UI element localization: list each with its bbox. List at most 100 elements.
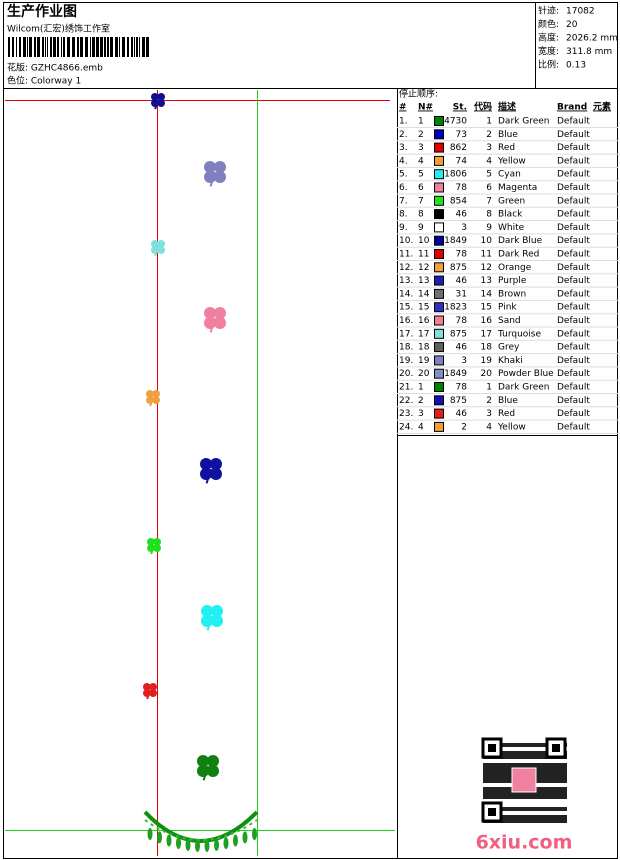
qr-cell [539, 779, 543, 783]
qr-cell [507, 755, 511, 759]
qr-cell [519, 755, 523, 759]
code: 12 [481, 263, 492, 273]
qr-cell [547, 767, 551, 771]
needle: 20 [418, 369, 430, 379]
qr-cell [499, 763, 503, 767]
clover-stem [209, 171, 216, 187]
qr-cell [543, 763, 547, 767]
qr-cell [495, 771, 499, 775]
qr-cell [539, 791, 543, 795]
bar-stripe [127, 37, 129, 57]
qr-cell [507, 767, 511, 771]
description: Black [498, 210, 523, 220]
code: 3 [486, 409, 492, 419]
stitches: 46 [456, 343, 468, 353]
qr-cell [515, 791, 519, 795]
stitches: 1849 [444, 236, 467, 246]
description: Green [498, 196, 525, 206]
qr-cell [559, 787, 563, 791]
column-header: St. [453, 103, 467, 113]
qr-cell [543, 791, 547, 795]
stitches: 78 [456, 383, 468, 393]
qr-cell [527, 815, 531, 819]
stitches: 1806 [444, 170, 467, 180]
garland-bead [233, 834, 238, 847]
stitches: 854 [450, 196, 467, 206]
qr-cell [539, 807, 543, 811]
qr-cell [539, 763, 543, 767]
stitches: 3 [461, 223, 467, 233]
brand: Default [557, 316, 590, 326]
qr-cell [535, 807, 539, 811]
stitches: 74 [456, 156, 468, 166]
code: 13 [481, 276, 492, 286]
qr-cell [547, 795, 551, 799]
description: Dark Blue [498, 236, 543, 246]
qr-cell [503, 771, 507, 775]
bar-stripe [104, 37, 106, 57]
qr-cell [519, 751, 523, 755]
qr-cell [515, 751, 519, 755]
stitches: 78 [456, 250, 468, 260]
qr-cell [535, 763, 539, 767]
clover-leaf [143, 683, 151, 691]
qr-cell [547, 807, 551, 811]
code: 6 [486, 183, 492, 193]
code: 2 [486, 130, 492, 140]
qr-cell [551, 779, 555, 783]
qr-cell [487, 767, 491, 771]
clover-leaf [204, 307, 217, 320]
description: Magenta [498, 183, 537, 193]
color-swatch [434, 368, 444, 379]
qr-cell [507, 791, 511, 795]
code: 9 [486, 223, 492, 233]
qr-cell [527, 795, 531, 799]
clover-stem [205, 468, 212, 484]
qr-cell [563, 795, 567, 799]
color-swatch [434, 262, 444, 273]
color-swatch [434, 421, 444, 432]
qr-cell [503, 763, 507, 767]
row-index: 2. [399, 130, 408, 140]
description: Red [498, 409, 515, 419]
bar-stripe [50, 37, 52, 57]
qr-cell [531, 791, 535, 795]
qr-cell [527, 763, 531, 767]
description: Brown [498, 289, 526, 299]
column-header: 代码 [473, 101, 492, 113]
qr-cell [543, 815, 547, 819]
qr-cell [495, 779, 499, 783]
needle: 2 [418, 396, 424, 406]
qr-cell [483, 775, 487, 779]
description: Khaki [498, 356, 523, 366]
row-index: 13. [399, 276, 413, 286]
column-header: Brand [557, 103, 587, 113]
qr-cell [523, 743, 527, 747]
qr-cell [503, 775, 507, 779]
color-swatch [434, 235, 444, 246]
color-swatch [434, 116, 444, 126]
stat-label: 比例: [538, 59, 559, 71]
code: 14 [481, 289, 493, 299]
qr-cell [523, 815, 527, 819]
qr-cell [491, 775, 495, 779]
row-index: 9. [399, 223, 408, 233]
clover-leaf [201, 605, 214, 618]
needle: 4 [418, 156, 424, 166]
needle: 4 [418, 422, 424, 432]
bar-stripe [27, 37, 28, 57]
qr-cell [511, 763, 515, 767]
qr-cell [483, 763, 487, 767]
bar-stripe [12, 37, 14, 57]
qr-cell [491, 787, 495, 791]
needle: 19 [418, 356, 430, 366]
bar-stripe [107, 37, 109, 57]
color-swatch [434, 195, 444, 206]
bar-stripe [57, 37, 59, 57]
qr-cell [511, 807, 515, 811]
qr-cell [515, 763, 519, 767]
brand: Default [557, 396, 590, 406]
stitches: 1849 [444, 369, 467, 379]
qr-finder-core [488, 744, 496, 752]
clover-leaf [149, 683, 157, 691]
